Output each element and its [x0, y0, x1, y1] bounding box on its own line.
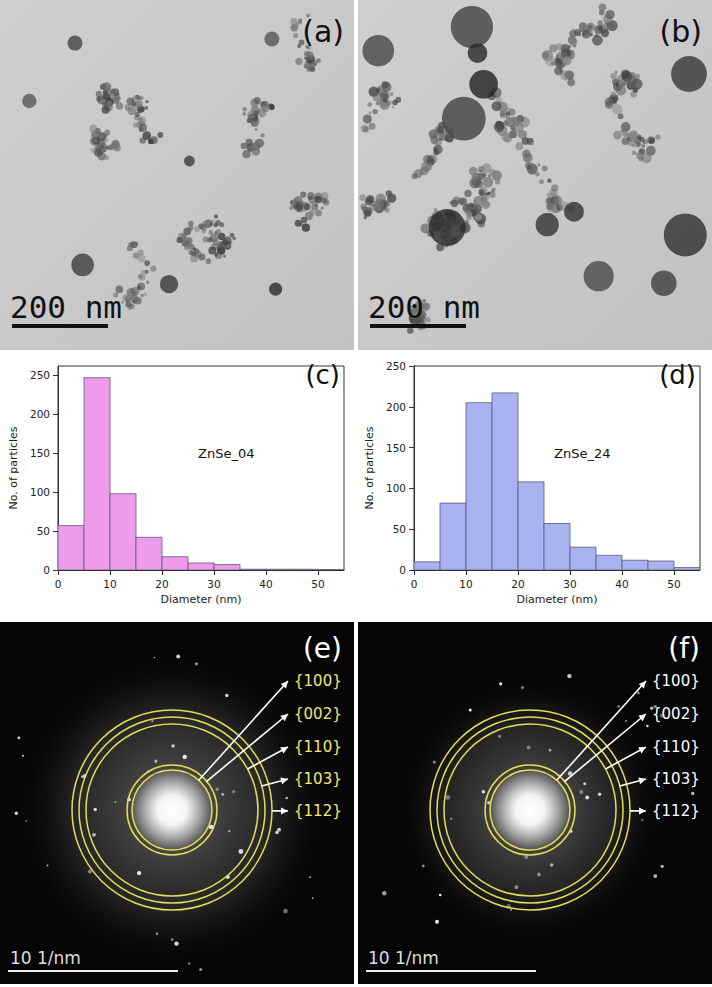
svg-text:{100}: {100}: [652, 672, 700, 690]
svg-text:{110}: {110}: [294, 738, 342, 756]
svg-text:{103}: {103}: [294, 770, 342, 788]
svg-text:200 nm: 200 nm: [10, 289, 122, 325]
svg-text:(f): (f): [668, 632, 700, 665]
svg-text:50: 50: [311, 578, 324, 590]
svg-text:250: 250: [386, 360, 406, 372]
svg-text:(a): (a): [302, 14, 344, 49]
svg-text:{103}: {103}: [652, 770, 700, 788]
svg-text:10: 10: [459, 578, 472, 590]
svg-text:20: 20: [155, 578, 168, 590]
svg-text:50: 50: [667, 578, 680, 590]
svg-text:0: 0: [411, 578, 418, 590]
svg-text:150: 150: [386, 442, 406, 454]
svg-text:10 1/nm: 10 1/nm: [368, 948, 439, 968]
svg-text:(b): (b): [660, 14, 702, 49]
svg-text:30: 30: [207, 578, 220, 590]
svg-text:50: 50: [37, 525, 50, 537]
svg-text:100: 100: [30, 486, 50, 498]
svg-text:{112}: {112}: [652, 802, 700, 820]
svg-text:{112}: {112}: [294, 802, 342, 820]
svg-text:Diameter (nm): Diameter (nm): [160, 593, 241, 606]
svg-text:0: 0: [399, 564, 406, 576]
svg-text:0: 0: [55, 578, 62, 590]
svg-text:No. of particles: No. of particles: [7, 426, 20, 509]
svg-text:ZnSe_24: ZnSe_24: [554, 446, 610, 461]
svg-text:100: 100: [386, 482, 406, 494]
svg-text:40: 40: [259, 578, 272, 590]
svg-text:{110}: {110}: [652, 738, 700, 756]
svg-text:No. of particles: No. of particles: [363, 426, 376, 509]
svg-text:{002}: {002}: [652, 705, 700, 723]
svg-text:(e): (e): [303, 632, 342, 665]
svg-text:10: 10: [103, 578, 116, 590]
svg-text:ZnSe_04: ZnSe_04: [198, 446, 254, 461]
svg-text:10 1/nm: 10 1/nm: [10, 948, 81, 968]
svg-text:{002}: {002}: [294, 705, 342, 723]
svg-text:(c): (c): [305, 360, 340, 390]
svg-text:200: 200: [386, 401, 406, 413]
svg-text:{100}: {100}: [294, 672, 342, 690]
svg-text:40: 40: [615, 578, 628, 590]
svg-text:Diameter (nm): Diameter (nm): [516, 593, 597, 606]
svg-text:150: 150: [30, 447, 50, 459]
svg-text:250: 250: [30, 369, 50, 381]
svg-text:0: 0: [43, 564, 50, 576]
svg-text:20: 20: [511, 578, 524, 590]
svg-text:200: 200: [30, 408, 50, 420]
svg-text:50: 50: [393, 523, 406, 535]
svg-text:(d): (d): [659, 360, 696, 390]
svg-text:200 nm: 200 nm: [368, 289, 480, 325]
svg-text:30: 30: [563, 578, 576, 590]
